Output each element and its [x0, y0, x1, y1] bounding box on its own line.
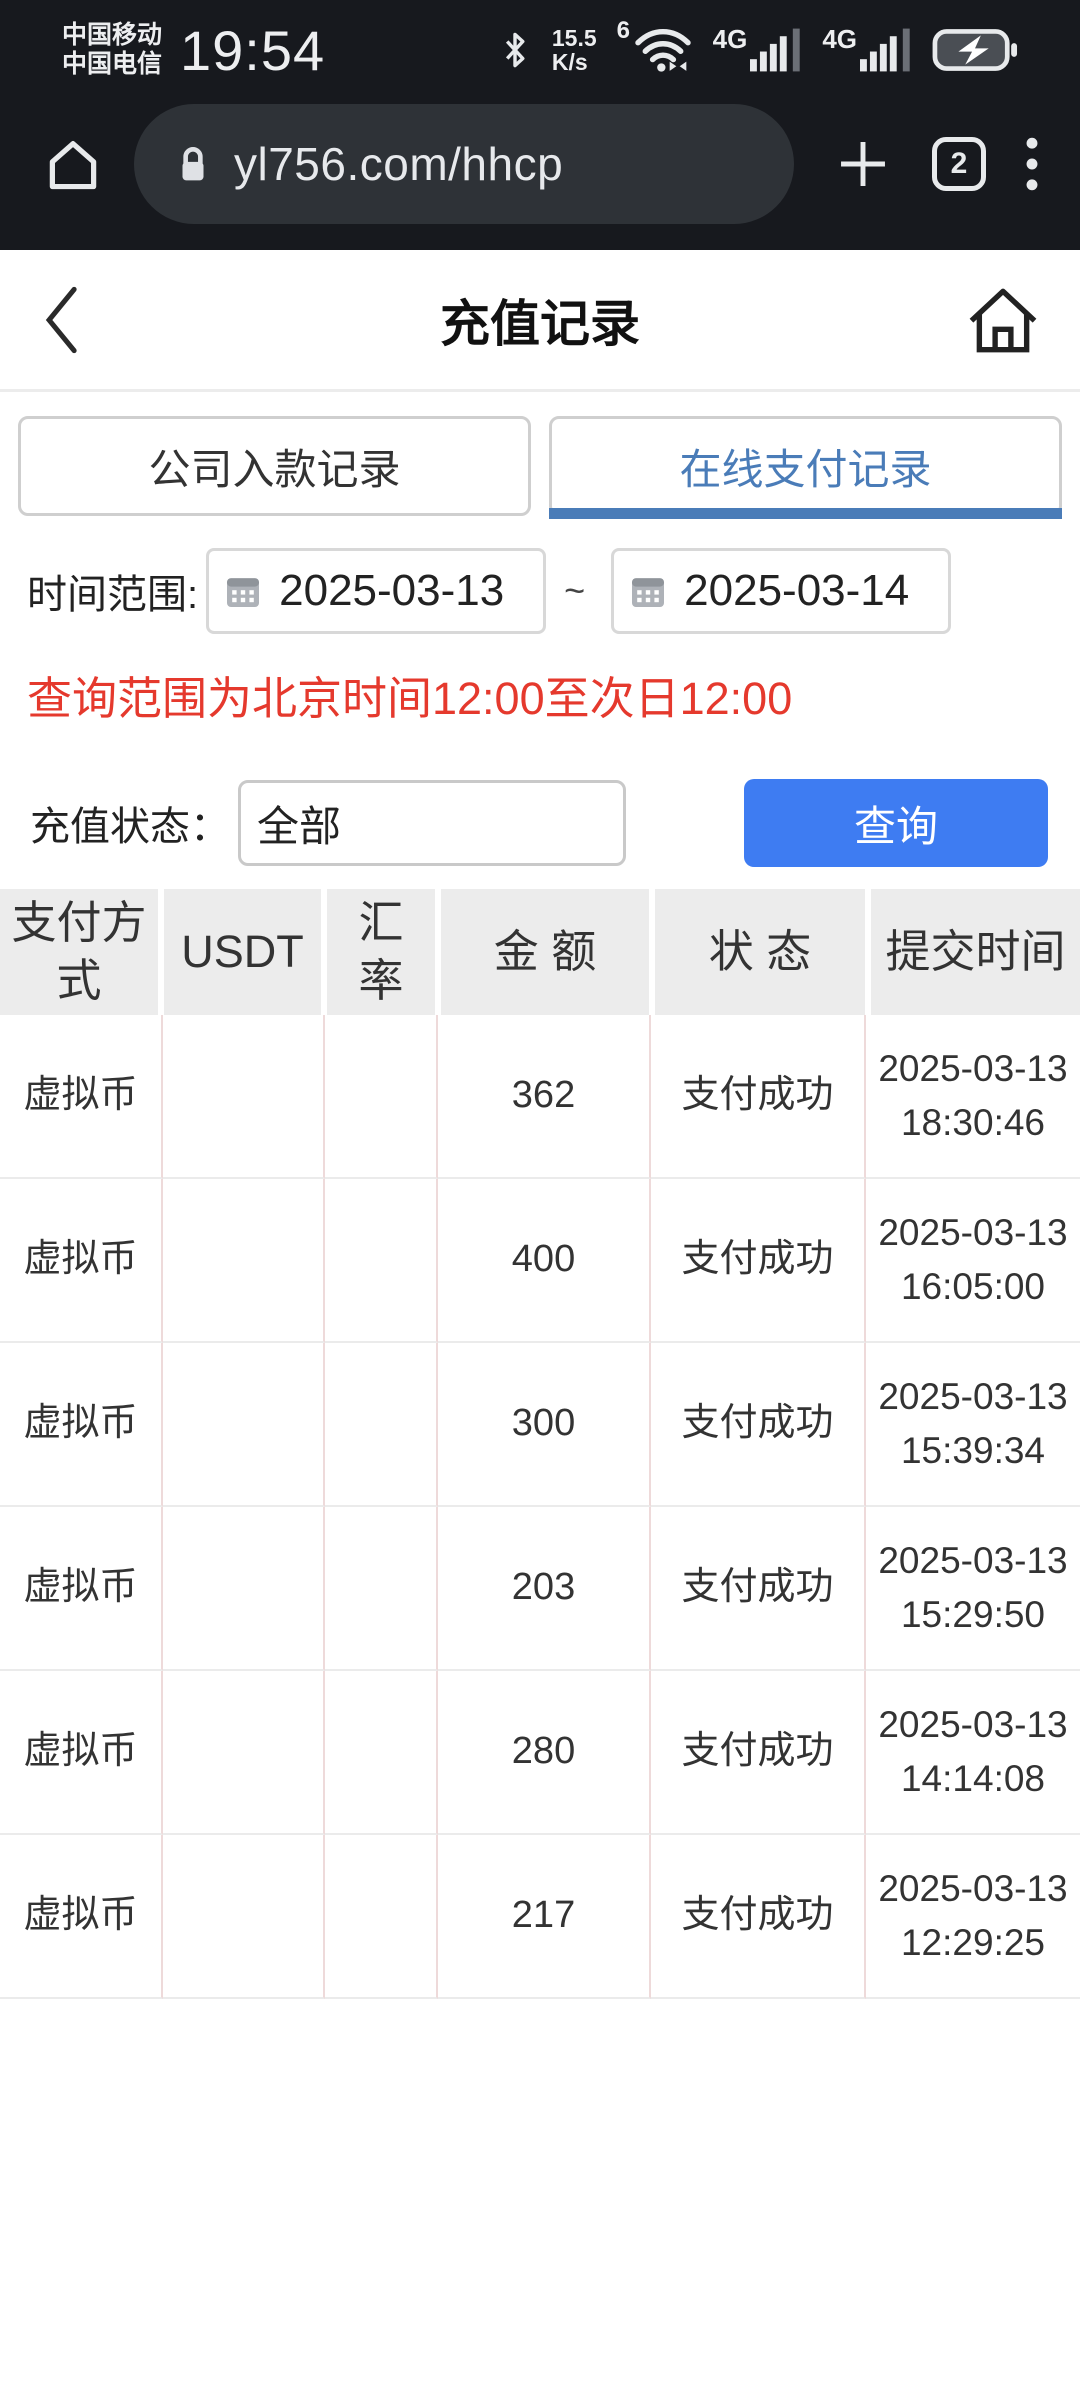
- bluetooth-icon: [498, 27, 532, 73]
- status-select-value: 全部: [257, 802, 342, 850]
- records-table: 支付方式 USDT 汇 率 金 额 状 态 提交时间 虚拟币 362 支付成功 …: [0, 889, 1080, 1999]
- wifi-icon: 6: [617, 17, 693, 75]
- cell-usdt: [163, 1835, 325, 1999]
- table-row: 虚拟币 217 支付成功 2025-03-13 12:29:25: [0, 1835, 1080, 1999]
- carrier-line1: 中国移动: [62, 20, 163, 49]
- date-to-value: 2025-03-14: [684, 566, 910, 615]
- date-range-label: 时间范围:: [27, 573, 199, 617]
- status-filter-label: 充值状态：: [30, 805, 230, 849]
- calendar-icon: [628, 571, 668, 611]
- cell-usdt: [163, 1671, 325, 1835]
- cell-payment-method: 虚拟币: [0, 1179, 163, 1343]
- cell-submit-time: 2025-03-13 15:39:34: [866, 1343, 1080, 1507]
- date-from-value: 2025-03-13: [279, 566, 505, 615]
- browser-menu-button[interactable]: [1024, 135, 1040, 193]
- cell-amount: 400: [438, 1179, 651, 1343]
- cell-usdt: [163, 1015, 325, 1179]
- carrier-labels: 中国移动 中国电信: [62, 21, 162, 80]
- date-to-input[interactable]: 2025-03-14: [611, 548, 952, 634]
- query-range-notice: 查询范围为北京时间12:00至次日12:00: [27, 673, 793, 724]
- url-bar[interactable]: yl756.com/hhcp: [134, 104, 794, 224]
- cell-payment-method: 虚拟币: [0, 1835, 163, 1999]
- network-speed: 15.5 K/s: [551, 24, 597, 75]
- status-select[interactable]: 全部: [238, 780, 626, 866]
- calendar-icon: [223, 571, 263, 611]
- query-button[interactable]: 查询: [744, 779, 1048, 867]
- cell-usdt: [163, 1507, 325, 1671]
- cell-rate: [325, 1015, 438, 1179]
- cell-rate: [325, 1671, 438, 1835]
- header-payment-method: 支付方式: [0, 889, 158, 1015]
- header-submit-time: 提交时间: [871, 889, 1080, 1015]
- table-row: 虚拟币 280 支付成功 2025-03-13 14:14:08: [0, 1671, 1080, 1835]
- carrier-line2: 中国电信: [62, 50, 163, 78]
- cell-submit-time: 2025-03-13 14:14:08: [866, 1671, 1080, 1835]
- cellular-signal-1: 4G: [713, 24, 803, 72]
- date-range-separator: ~: [564, 570, 586, 611]
- url-text: yl756.com/hhcp: [234, 138, 564, 190]
- cell-amount: 362: [438, 1015, 651, 1179]
- table-row: 虚拟币 362 支付成功 2025-03-13 18:30:46: [0, 1015, 1080, 1179]
- tab-company-deposit-records[interactable]: 公司入款记录: [18, 416, 531, 516]
- cell-status: 支付成功: [651, 1671, 866, 1835]
- cell-usdt: [163, 1179, 325, 1343]
- cell-rate: [325, 1835, 438, 1999]
- cell-submit-time: 2025-03-13 18:30:46: [866, 1015, 1080, 1179]
- table-row: 虚拟币 400 支付成功 2025-03-13 16:05:00: [0, 1179, 1080, 1343]
- cellular-signal-2: 4G: [822, 24, 912, 72]
- cell-amount: 300: [438, 1343, 651, 1507]
- status-clock: 19:54: [180, 18, 326, 82]
- cell-usdt: [163, 1343, 325, 1507]
- cell-payment-method: 虚拟币: [0, 1671, 163, 1835]
- date-from-input[interactable]: 2025-03-13: [206, 548, 547, 634]
- tab-switcher-button[interactable]: 2: [932, 137, 986, 191]
- cell-payment-method: 虚拟币: [0, 1015, 163, 1179]
- battery-icon: [932, 28, 1018, 72]
- app-home-button[interactable]: [960, 277, 1046, 363]
- tab-online-payment-records[interactable]: 在线支付记录: [549, 416, 1062, 519]
- wifi6-badge: 6: [616, 17, 630, 44]
- header-rate: 汇 率: [327, 889, 435, 1015]
- cell-payment-method: 虚拟币: [0, 1507, 163, 1671]
- browser-home-button[interactable]: [40, 131, 106, 197]
- header-amount: 金 额: [441, 889, 649, 1015]
- browser-toolbar: yl756.com/hhcp 2: [0, 92, 1080, 250]
- lock-icon: [176, 143, 210, 185]
- tab-count: 2: [950, 147, 968, 180]
- cell-status: 支付成功: [651, 1343, 866, 1507]
- cell-amount: 280: [438, 1671, 651, 1835]
- page-title: 充值记录: [440, 295, 640, 352]
- new-tab-button[interactable]: [832, 133, 894, 195]
- cell-status: 支付成功: [651, 1507, 866, 1671]
- cell-submit-time: 2025-03-13 16:05:00: [866, 1179, 1080, 1343]
- cell-status: 支付成功: [651, 1179, 866, 1343]
- status-bar: 中国移动 中国电信 19:54 15.5 K/s 6 4G: [0, 0, 1080, 92]
- record-tabs: 公司入款记录 在线支付记录: [0, 392, 1080, 536]
- cell-rate: [325, 1179, 438, 1343]
- cell-status: 支付成功: [651, 1015, 866, 1179]
- cell-rate: [325, 1507, 438, 1671]
- cell-amount: 217: [438, 1835, 651, 1999]
- page-header: 充值记录: [0, 250, 1080, 392]
- header-usdt: USDT: [164, 889, 321, 1015]
- cell-rate: [325, 1343, 438, 1507]
- table-body: 虚拟币 362 支付成功 2025-03-13 18:30:46 虚拟币 400…: [0, 1015, 1080, 1999]
- date-range-row: 时间范围: 2025-03-13 ~: [0, 536, 1080, 634]
- back-button[interactable]: [34, 281, 92, 359]
- cell-submit-time: 2025-03-13 15:29:50: [866, 1507, 1080, 1671]
- table-row: 虚拟币 203 支付成功 2025-03-13 15:29:50: [0, 1507, 1080, 1671]
- cell-payment-method: 虚拟币: [0, 1343, 163, 1507]
- cell-submit-time: 2025-03-13 12:29:25: [866, 1835, 1080, 1999]
- status-filter-row: 充值状态： 全部 查询: [0, 727, 1080, 867]
- cell-amount: 203: [438, 1507, 651, 1671]
- cell-status: 支付成功: [651, 1835, 866, 1999]
- header-status: 状 态: [655, 889, 865, 1015]
- table-header: 支付方式 USDT 汇 率 金 额 状 态 提交时间: [0, 889, 1080, 1015]
- table-row: 虚拟币 300 支付成功 2025-03-13 15:39:34: [0, 1343, 1080, 1507]
